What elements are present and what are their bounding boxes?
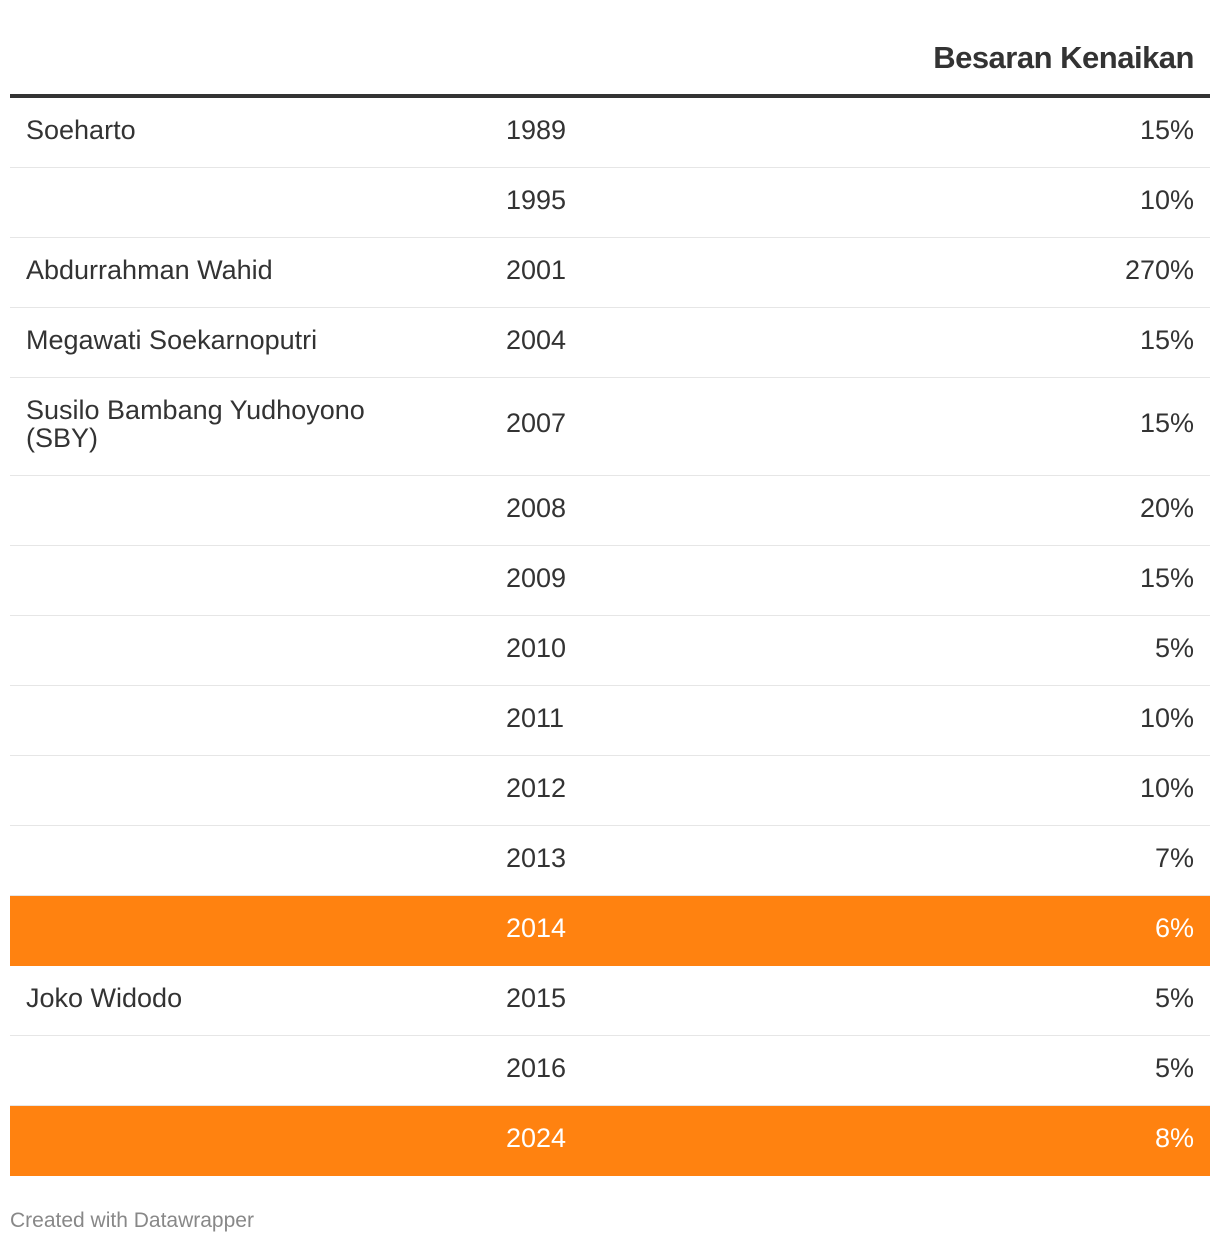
datawrapper-credit: Created with Datawrapper xyxy=(10,1209,254,1232)
cell-increase-value: 5% xyxy=(1154,633,1194,663)
cell-year: 2024 xyxy=(506,1123,567,1153)
cell-president-name: Susilo Bambang Yudhoyono (SBY) xyxy=(26,395,365,453)
cell-president-name: Soeharto xyxy=(26,115,136,145)
table-row: 2024 8% xyxy=(10,1106,1210,1176)
cell-year: 1989 xyxy=(506,115,567,145)
cell-year: 2015 xyxy=(506,983,567,1013)
cell-increase-value: 15% xyxy=(1139,115,1194,145)
cell-increase-value: 10% xyxy=(1139,773,1194,803)
table-row: Megawati Soekarnoputri 2004 15% xyxy=(10,308,1210,378)
table-row: 2014 6% xyxy=(10,896,1210,966)
cell-increase-value: 5% xyxy=(1154,1053,1194,1083)
cell-increase-value: 6% xyxy=(1154,913,1194,943)
table-row: 1995 10% xyxy=(10,168,1210,238)
table-row: 2011 10% xyxy=(10,686,1210,756)
table-row: 2012 10% xyxy=(10,756,1210,826)
table-header: Besaran Kenaikan xyxy=(10,0,1210,98)
cell-president-name: Megawati Soekarnoputri xyxy=(26,325,318,355)
table-row: 2009 15% xyxy=(10,546,1210,616)
table-row: 2013 7% xyxy=(10,826,1210,896)
table-row: 2008 20% xyxy=(10,476,1210,546)
cell-increase-value: 20% xyxy=(1139,493,1194,523)
cell-year: 2007 xyxy=(506,408,567,438)
cell-year: 2016 xyxy=(506,1053,567,1083)
table-body: Soeharto 1989 15% 1995 10% Abdurrahman Wahid 2… xyxy=(10,98,1210,1176)
table-row: 2010 5% xyxy=(10,616,1210,686)
cell-year: 2010 xyxy=(506,633,567,663)
cell-increase-value: 8% xyxy=(1154,1123,1194,1153)
cell-year: 2001 xyxy=(506,255,567,285)
cell-increase-value: 10% xyxy=(1139,185,1194,215)
cell-year: 2012 xyxy=(506,773,567,803)
cell-year: 2013 xyxy=(506,843,567,873)
cell-increase-value: 15% xyxy=(1139,325,1194,355)
cell-president-name: Joko Widodo xyxy=(26,983,183,1013)
cell-increase-value: 7% xyxy=(1154,843,1194,873)
data-table: Besaran Kenaikan Soeharto 1989 15% 1995 10% A… xyxy=(10,0,1210,1176)
table-row: Joko Widodo 2015 5% xyxy=(10,966,1210,1036)
table-row: 2016 5% xyxy=(10,1036,1210,1106)
cell-year: 2008 xyxy=(506,493,567,523)
cell-year: 2011 xyxy=(506,703,565,733)
cell-year: 2009 xyxy=(506,563,567,593)
cell-increase-value: 15% xyxy=(1139,408,1194,438)
cell-year: 2014 xyxy=(506,913,567,943)
cell-year: 2004 xyxy=(506,325,567,355)
cell-increase-value: 5% xyxy=(1154,983,1194,1013)
table-row: Abdurrahman Wahid 2001 270% xyxy=(10,238,1210,308)
column-header-besaran-kenaikan: Besaran Kenaikan xyxy=(933,40,1194,75)
cell-year: 1995 xyxy=(506,185,567,215)
cell-increase-value: 15% xyxy=(1139,563,1194,593)
cell-president-name: Abdurrahman Wahid xyxy=(26,255,273,285)
table-row: Soeharto 1989 15% xyxy=(10,98,1210,168)
cell-increase-value: 270% xyxy=(1124,255,1194,285)
cell-increase-value: 10% xyxy=(1139,703,1194,733)
table-row: Susilo Bambang Yudhoyono (SBY) 2007 15% xyxy=(10,378,1210,476)
